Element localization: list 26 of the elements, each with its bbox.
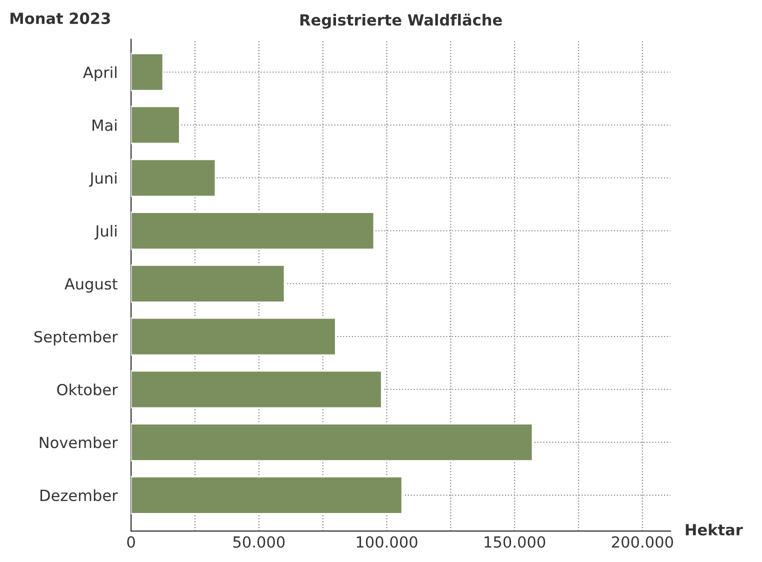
x-tick-label: 100.000 (356, 536, 418, 548)
x-tick-label: 200.000 (612, 536, 674, 548)
y-tick-label: Juni (88, 172, 116, 187)
bar (131, 317, 336, 356)
bar (131, 52, 164, 92)
chart-title: Registrierte Waldfläche (300, 14, 502, 29)
y-tick-label: Dezember (40, 489, 118, 502)
x-tick-label: 0 (127, 536, 135, 548)
y-tick-label: Mai (92, 119, 116, 132)
x-axis-title: Hektar (686, 524, 743, 536)
bar (131, 423, 534, 462)
y-tick-label: Juli (94, 224, 116, 240)
bar (131, 476, 403, 514)
y-tick-label: April (83, 66, 116, 82)
y-tick-label: August (64, 278, 118, 293)
bar (131, 106, 180, 144)
y-tick-label: November (40, 436, 118, 448)
y-tick-label: September (34, 330, 118, 346)
x-tick-label: 150.000 (484, 536, 546, 548)
x-tick-label: 50.000 (233, 536, 285, 548)
y-tick-label: Oktober (57, 384, 118, 396)
bar (131, 264, 286, 303)
y-axis-title: Monat 2023 (10, 12, 110, 24)
bar (131, 158, 216, 198)
bar (131, 370, 382, 409)
bar (131, 212, 375, 250)
